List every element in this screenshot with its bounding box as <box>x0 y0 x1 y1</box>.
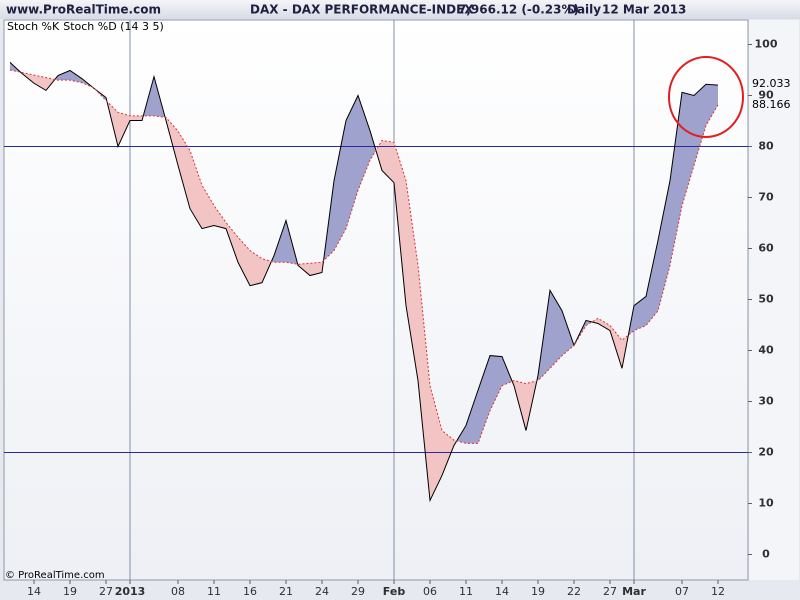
fill-area <box>370 130 376 161</box>
x-tick-label: Feb <box>383 585 406 598</box>
period: Daily <box>567 3 601 17</box>
fill-area <box>706 84 718 126</box>
fill-area <box>178 131 190 209</box>
fill-area <box>130 115 142 121</box>
fill-area <box>58 70 70 81</box>
fill-area <box>334 120 346 251</box>
y-tick-label: 20 <box>758 445 774 458</box>
x-tick-label: 19 <box>531 585 545 598</box>
y-tick-label: 90 <box>758 88 774 101</box>
fill-area <box>394 142 406 306</box>
fill-area <box>442 430 454 476</box>
right-axis-area <box>749 20 799 580</box>
y-tick-label: 60 <box>758 241 774 254</box>
fill-area <box>202 185 214 229</box>
fill-area <box>118 112 130 147</box>
x-tick-label: 07 <box>675 585 689 598</box>
fill-area <box>214 205 226 229</box>
x-tick-label: 22 <box>567 585 581 598</box>
price: 7,966.12 (-0.23%) <box>458 3 579 17</box>
x-tick-label: 21 <box>279 585 293 598</box>
fill-area <box>34 75 46 91</box>
plot-area <box>3 19 749 581</box>
y-tick-label: 10 <box>758 496 774 509</box>
x-tick-label: 29 <box>351 585 365 598</box>
y-tick-label: 0 <box>762 547 770 560</box>
highlight-circle <box>668 56 744 138</box>
x-tick-label: 27 <box>603 585 617 598</box>
y-tick-label: 50 <box>758 292 774 305</box>
last-value-label: 92.033 <box>752 77 791 90</box>
x-tick-label: 06 <box>423 585 437 598</box>
fill-area <box>406 180 418 381</box>
fill-area <box>190 150 202 229</box>
x-tick-label: 24 <box>315 585 329 598</box>
k-line <box>9 61 719 503</box>
y-tick-label: 70 <box>758 190 774 203</box>
y-tick-label: 40 <box>758 343 774 356</box>
legend-entry: Stoch %D (14 3 5) <box>63 20 164 33</box>
fill-area <box>346 95 358 229</box>
x-tick-label: 14 <box>495 585 509 598</box>
fill-area <box>670 92 682 266</box>
date: 12 Mar 2013 <box>602 3 686 17</box>
source: www.ProRealTime.com <box>6 3 161 17</box>
last-value-label: 88.166 <box>752 98 791 111</box>
fill-area <box>694 84 706 166</box>
chart-title: DAX - DAX PERFORMANCE-INDEX <box>250 3 474 17</box>
fill-area <box>598 318 610 331</box>
x-tick-label: Mar <box>622 585 646 598</box>
fill-area <box>226 222 238 263</box>
y-tick-label: 100 <box>755 37 778 50</box>
x-tick-label: 19 <box>63 585 77 598</box>
fill-area <box>238 237 250 286</box>
fill-area <box>490 355 502 411</box>
x-tick-label: 08 <box>171 585 185 598</box>
fill-area <box>682 92 694 206</box>
fill-area <box>418 265 430 501</box>
footer: © ProRealTime.com <box>5 570 105 581</box>
fill-area <box>310 262 322 276</box>
x-tick-label: 27 <box>99 585 113 598</box>
legend-entry: Stoch %K <box>7 20 60 33</box>
x-tick-label: 11 <box>459 585 473 598</box>
fill-area <box>274 220 286 263</box>
fill-area <box>358 95 370 191</box>
fill-area <box>250 250 262 286</box>
fill-area <box>646 240 658 326</box>
fill-area <box>634 296 646 331</box>
y-tick-label: 30 <box>758 394 774 407</box>
y-tick-label: 80 <box>758 139 774 152</box>
fill-area <box>562 310 574 356</box>
x-tick-label: 16 <box>243 585 257 598</box>
x-tick-label: 12 <box>711 585 725 598</box>
header-bar <box>0 0 800 19</box>
d-line <box>9 69 719 444</box>
fill-area <box>70 70 82 83</box>
x-tick-label: 11 <box>207 585 221 598</box>
x-tick-label: 14 <box>27 585 41 598</box>
fill-area <box>478 355 490 444</box>
fill-area <box>430 385 442 501</box>
fill-area <box>550 290 562 369</box>
fill-area <box>382 140 394 183</box>
x-tick-label: 2013 <box>115 585 146 598</box>
fill-area <box>466 390 478 444</box>
fill-area <box>658 180 670 311</box>
